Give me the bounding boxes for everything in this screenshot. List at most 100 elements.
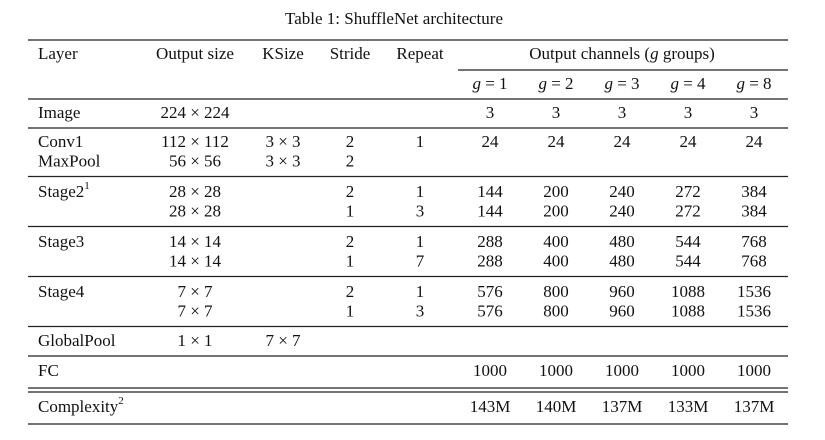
- cell: 3: [552, 103, 561, 122]
- column-header: KSize: [262, 44, 304, 63]
- cell: 24: [548, 132, 566, 151]
- cell: 133M: [668, 397, 709, 416]
- cell: 768: [741, 251, 767, 270]
- cell: 480: [609, 232, 635, 251]
- cell: 7 × 7: [177, 301, 213, 320]
- cell: 24: [680, 132, 698, 151]
- cell: 240: [609, 182, 635, 201]
- subcolumn-var: g: [736, 74, 745, 93]
- cell-superscript: 1: [84, 180, 90, 192]
- cell: 1: [346, 251, 355, 270]
- cell: 384: [741, 201, 767, 220]
- cell: 544: [675, 232, 701, 251]
- subcolumn-rest: = 1: [481, 74, 508, 93]
- cell: 800: [543, 282, 569, 301]
- cell: 24: [482, 132, 500, 151]
- group-header-text: Output channels (: [529, 44, 650, 63]
- cell: 144: [477, 201, 503, 220]
- column-group-header: Output channels (g groups): [529, 44, 715, 63]
- cell: 2: [346, 151, 355, 170]
- cell: 24: [614, 132, 632, 151]
- cell: 768: [741, 232, 767, 251]
- cell: 576: [477, 301, 503, 320]
- cell: 24: [746, 132, 764, 151]
- cell: 14 × 14: [169, 232, 222, 251]
- subcolumn-header: g = 4: [670, 74, 706, 93]
- cell: 7 × 7: [177, 282, 213, 301]
- cell: 1: [416, 232, 425, 251]
- cell: 1: [346, 201, 355, 220]
- cell: 137M: [602, 397, 643, 416]
- subcolumn-rest: = 3: [613, 74, 640, 93]
- subcolumn-var: g: [670, 74, 679, 93]
- cell: 400: [543, 251, 569, 270]
- column-header: Output size: [156, 44, 234, 63]
- cell: 480: [609, 251, 635, 270]
- cell: Complexity2: [38, 395, 124, 416]
- cell: 2: [346, 232, 355, 251]
- cell: 3 × 3: [265, 132, 300, 151]
- group-header-text: groups): [659, 44, 715, 63]
- cell: 576: [477, 282, 503, 301]
- cell: 3: [416, 201, 425, 220]
- cell: 1000: [737, 361, 771, 380]
- cell: 28 × 28: [169, 182, 221, 201]
- cell: Stage4: [38, 282, 85, 301]
- cell: 288: [477, 232, 503, 251]
- column-header: Repeat: [396, 44, 443, 63]
- cell: 28 × 28: [169, 201, 221, 220]
- column-header: Stride: [330, 44, 371, 63]
- subcolumn-rest: = 2: [547, 74, 574, 93]
- cell: 1: [416, 182, 425, 201]
- cell: Stage3: [38, 232, 84, 251]
- cell: 140M: [536, 397, 577, 416]
- cell: 384: [741, 182, 767, 201]
- cell: 960: [609, 282, 635, 301]
- cell: FC: [38, 361, 59, 380]
- cell: 3: [416, 301, 425, 320]
- cell: 1000: [605, 361, 639, 380]
- cell: 272: [675, 201, 701, 220]
- group-header-var: g: [650, 44, 659, 63]
- cell: 144: [477, 182, 503, 201]
- cell: 137M: [734, 397, 775, 416]
- cell: 1: [416, 132, 425, 151]
- subcolumn-var: g: [604, 74, 613, 93]
- cell: 3: [486, 103, 495, 122]
- cell: 1088: [671, 301, 705, 320]
- cell: 1: [416, 282, 425, 301]
- cell: 288: [477, 251, 503, 270]
- cell: 224 × 224: [160, 103, 230, 122]
- subcolumn-var: g: [538, 74, 547, 93]
- subcolumn-rest: = 8: [745, 74, 772, 93]
- cell: 544: [675, 251, 701, 270]
- cell: 3: [618, 103, 627, 122]
- cell: Conv1: [38, 132, 83, 151]
- cell-superscript: 2: [118, 395, 124, 407]
- subcolumn-header: g = 8: [736, 74, 771, 93]
- cell: MaxPool: [38, 151, 101, 170]
- cell: 2: [346, 282, 355, 301]
- cell-text: Complexity: [38, 397, 119, 416]
- cell: 1536: [737, 301, 771, 320]
- column-header: Layer: [38, 44, 78, 63]
- cell: 7 × 7: [265, 331, 301, 350]
- subcolumn-header: g = 3: [604, 74, 639, 93]
- cell: 1: [346, 301, 355, 320]
- cell: GlobalPool: [38, 331, 116, 350]
- cell: 3: [750, 103, 759, 122]
- cell: 7: [416, 251, 425, 270]
- cell: 2: [346, 182, 355, 201]
- subcolumn-header: g = 2: [538, 74, 573, 93]
- cell: Stage21: [38, 180, 90, 201]
- cell: 3 × 3: [265, 151, 300, 170]
- cell: 56 × 56: [169, 151, 221, 170]
- cell: 272: [675, 182, 701, 201]
- cell: 1000: [671, 361, 705, 380]
- cell: 200: [543, 182, 569, 201]
- table-title: Table 1: ShuffleNet architecture: [285, 9, 503, 28]
- cell: Image: [38, 103, 80, 122]
- subcolumn-header: g = 1: [472, 74, 507, 93]
- subcolumn-rest: = 4: [679, 74, 706, 93]
